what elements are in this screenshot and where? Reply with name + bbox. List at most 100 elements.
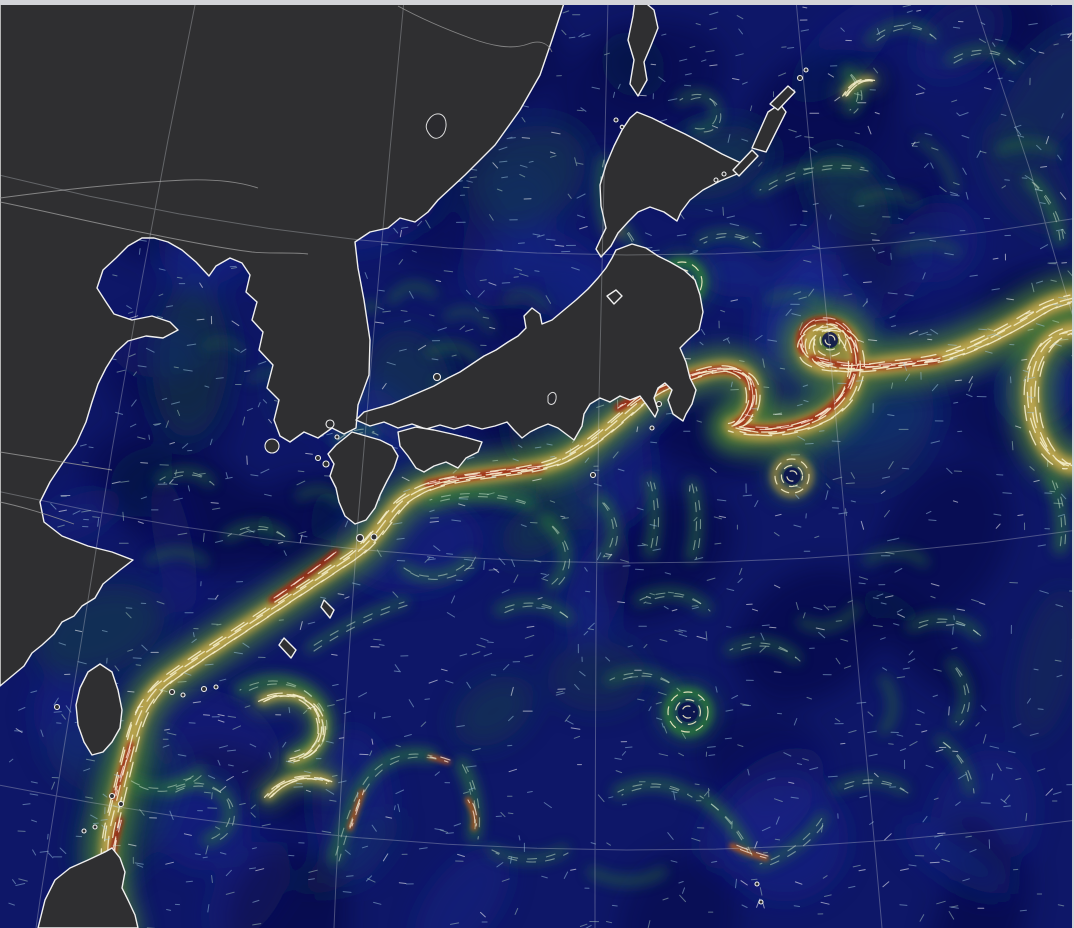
ocean-noise-blob — [1014, 587, 1074, 741]
green-eddy-arc — [587, 867, 667, 886]
green-eddy-arc — [504, 290, 548, 312]
moneron-dot-2 — [619, 124, 625, 130]
daito-island-2 — [758, 899, 764, 905]
green-streak — [733, 645, 801, 662]
cream-streak — [113, 368, 761, 928]
kyushu-island — [327, 431, 399, 525]
jeju-island — [264, 438, 280, 454]
graticule-parallel — [0, 491, 1074, 564]
green-eddy-arc — [879, 675, 898, 735]
sakhalin-island — [627, 0, 659, 97]
ocean-noise-blob — [619, 851, 740, 928]
border-manchuria-south — [0, 201, 309, 255]
graticule-parallel — [0, 784, 1074, 851]
ocean-noise-blob — [698, 747, 824, 869]
graticule-meridian — [594, 0, 609, 928]
babuyan-island-1 — [81, 828, 87, 834]
white-streak — [801, 317, 859, 359]
green-eddy-arc — [145, 547, 209, 567]
ring-streak-circle — [780, 464, 804, 488]
window-right-edge-strip — [1072, 0, 1074, 928]
ocean-noise-blob — [150, 473, 197, 618]
green-eddy-arc — [895, 239, 961, 257]
green-streak — [703, 236, 761, 248]
white-streak — [733, 843, 769, 857]
kuril-dot-4 — [713, 177, 719, 183]
graticule-parallel — [0, 174, 1074, 256]
green-streak — [649, 479, 655, 553]
green-streak — [461, 763, 477, 837]
cream-streak — [106, 367, 754, 928]
lake-khanka — [425, 113, 447, 139]
ring-dark-center — [678, 702, 698, 722]
cream-streak — [743, 300, 1074, 434]
asia-mainland — [0, 0, 566, 687]
goto-island-2 — [314, 454, 322, 462]
ring-streak-circle — [813, 323, 847, 357]
ocean-noise-blob — [915, 0, 1005, 80]
green-streak — [309, 601, 405, 649]
ring-streak-circle — [674, 698, 701, 725]
green-streak — [548, 522, 570, 588]
green-streak — [849, 72, 863, 114]
moneron-dot-1 — [613, 117, 619, 123]
green-eddy-arc — [164, 777, 237, 846]
yaeyama-island-2 — [117, 800, 125, 808]
ocean-noise-blob — [874, 459, 1012, 625]
white-streak — [273, 549, 339, 599]
green-streak — [407, 562, 475, 580]
graticule-meridian — [973, 0, 1074, 321]
green-streak — [337, 428, 375, 441]
graticule-meridian — [333, 0, 405, 928]
iki-island — [334, 434, 340, 440]
green-streak — [613, 675, 681, 692]
ocean-noise-blob — [735, 566, 884, 704]
white-streak — [429, 465, 543, 483]
green-streak — [691, 483, 697, 557]
yaeyama-island-1 — [108, 792, 116, 800]
border-manchuria-north — [0, 179, 259, 199]
white-streak — [115, 741, 134, 797]
white-streak — [349, 791, 363, 829]
green-streak — [703, 798, 753, 856]
ocean-noise-blob — [222, 843, 350, 928]
green-streak — [617, 783, 689, 795]
green-streak — [129, 769, 201, 789]
green-streak — [239, 680, 324, 757]
green-eddy-arc — [995, 139, 1061, 157]
white-streak — [799, 319, 857, 361]
river-yangtze-1 — [0, 451, 113, 471]
cream-streak — [257, 695, 319, 762]
goto-island-1 — [322, 460, 330, 468]
green-streak — [503, 605, 573, 622]
green-streak — [495, 852, 569, 863]
white-streak — [744, 365, 857, 430]
ring-streak-circle — [824, 334, 836, 346]
river-yangtze-2 — [0, 501, 75, 525]
green-streak — [953, 52, 1019, 68]
daito-island-1 — [754, 881, 760, 887]
cream-streak — [103, 365, 751, 927]
yakushima-island — [355, 533, 365, 543]
white-streak — [467, 799, 476, 829]
green-streak — [699, 233, 757, 245]
kuril-island-2 — [751, 103, 787, 153]
izu-oshima-island — [655, 400, 663, 408]
green-eddy-arc — [425, 341, 481, 365]
ocean-noise-blob — [413, 846, 511, 928]
ring-streak-circle — [819, 329, 841, 351]
green-streak — [915, 621, 983, 638]
kuril-dot-1 — [796, 74, 804, 82]
white-streak — [469, 797, 478, 827]
green-streak — [839, 782, 909, 794]
miyakejima-island — [649, 425, 655, 431]
shikoku-island — [397, 426, 483, 473]
babuyan-island-2 — [92, 824, 98, 830]
white-streak — [431, 754, 451, 761]
green-streak — [943, 742, 975, 794]
ocean-noise-blob — [695, 247, 771, 298]
green-eddy-arc — [202, 337, 246, 356]
green-streak — [334, 753, 433, 859]
tanegashima-island — [370, 533, 378, 541]
